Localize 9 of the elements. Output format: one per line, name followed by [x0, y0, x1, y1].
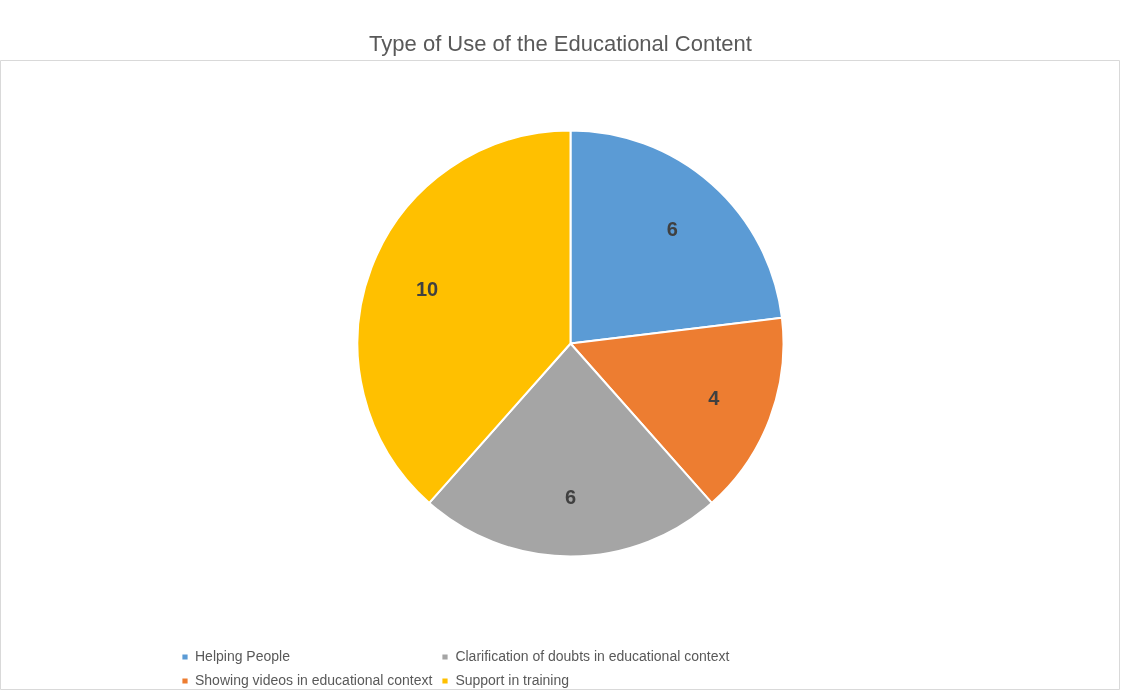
data-label: 10: [415, 278, 439, 301]
legend-label: Support in training: [455, 672, 570, 688]
data-label: 6: [666, 217, 678, 240]
data-label: 4: [708, 386, 721, 409]
legend-label: Helping People: [195, 648, 290, 664]
chart-title: Type of Use of the Educational Content: [369, 30, 752, 56]
data-label: 6: [564, 485, 577, 508]
legend-label: Showing videos in educational context: [195, 672, 433, 688]
legend-label: Clarification of doubts in educational context: [455, 648, 730, 664]
